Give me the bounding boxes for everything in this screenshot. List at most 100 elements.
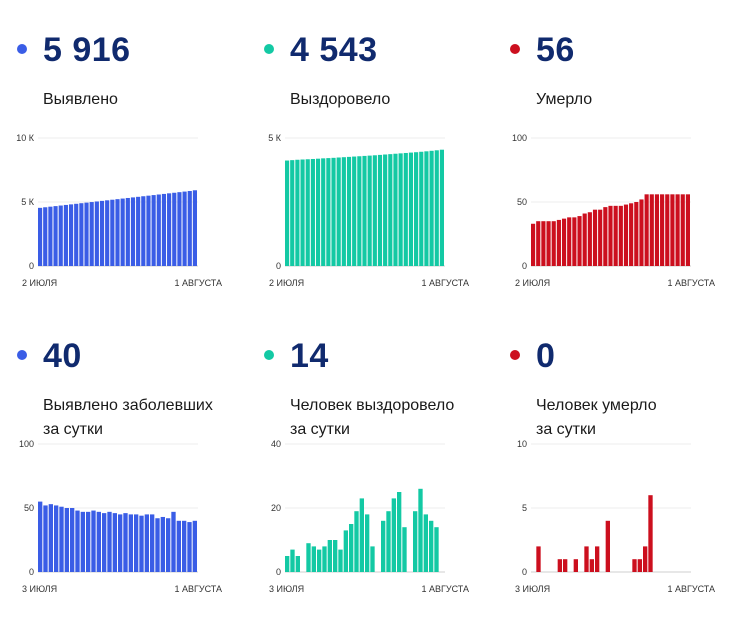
bar [134, 514, 139, 572]
bar [592, 209, 598, 266]
bar [107, 511, 112, 572]
bar [43, 207, 48, 266]
y-tick-label: 5 [522, 503, 527, 513]
bar [305, 159, 310, 266]
bar [556, 219, 561, 266]
bar [192, 520, 197, 572]
y-tick-label: 10 К [16, 133, 35, 143]
y-tick-label: 0 [276, 567, 281, 577]
bar [59, 506, 64, 572]
bar [326, 158, 331, 266]
bar [536, 546, 541, 572]
y-tick-label: 0 [276, 261, 281, 271]
bar [629, 203, 634, 266]
bar [43, 505, 48, 572]
bar [595, 546, 600, 572]
bar [144, 514, 149, 572]
bar [587, 212, 592, 266]
y-tick-label: 0 [522, 567, 527, 577]
bar [130, 197, 136, 266]
stat-label-line-1: Человек выздоровело [290, 397, 455, 414]
stat-label: Умерло [536, 88, 729, 112]
y-tick-label: 10 [517, 439, 527, 449]
stat-label-line-1: Выявлено [43, 91, 118, 108]
bar [151, 195, 156, 266]
bar [322, 546, 327, 572]
bar [58, 205, 63, 266]
y-tick-label: 5 К [21, 197, 35, 207]
bar [310, 158, 315, 266]
bar [63, 204, 68, 266]
bar [75, 510, 80, 572]
bar [86, 511, 91, 572]
bar [139, 515, 144, 572]
bar [419, 151, 424, 266]
bar [589, 559, 594, 572]
bar [357, 156, 362, 266]
bar [155, 518, 160, 572]
bar [171, 511, 176, 572]
x-start-label: 3 ИЮЛЯ [515, 584, 550, 594]
bar [362, 155, 367, 266]
bar [370, 546, 375, 572]
bar [290, 549, 295, 572]
bar [177, 192, 182, 266]
bar [644, 194, 649, 266]
bar [541, 221, 546, 266]
panel-detected-daily: 40 Выявлено заболевших за сутки 100 50 0 3 И… [0, 306, 240, 606]
bar [70, 508, 75, 572]
bar [120, 198, 125, 266]
bar [156, 194, 161, 266]
bar [577, 216, 582, 266]
stat-value: 56 [536, 31, 575, 69]
stat-label: Выявлено заболевших за сутки [43, 394, 243, 442]
bar [38, 207, 43, 266]
y-tick-label: 100 [19, 439, 34, 449]
bar [623, 204, 629, 266]
bar [670, 194, 675, 266]
stat-label: Человек умерло за сутки [536, 394, 729, 442]
bar [160, 516, 165, 572]
bar [403, 152, 408, 266]
chart-recovered-daily: 40 20 0 3 ИЮЛЯ 1 АВГУСТА [269, 439, 469, 594]
chart-recovered: 5 К 0 2 ИЮЛЯ 1 АВГУСТА [268, 133, 469, 288]
bar [295, 556, 300, 572]
y-tick-label: 100 [512, 133, 527, 143]
stat-label: Выздоровело [290, 88, 490, 112]
y-tick-label: 20 [271, 503, 281, 513]
chart-died-daily: 10 5 0 3 ИЮЛЯ 1 АВГУСТА [515, 439, 715, 594]
bar [176, 520, 181, 572]
y-tick-label: 0 [522, 261, 527, 271]
bar [300, 159, 305, 266]
bar [414, 152, 419, 266]
bar [618, 205, 623, 266]
bar [424, 151, 429, 266]
stat-value: 40 [43, 337, 82, 375]
bar [381, 520, 386, 572]
bar [331, 157, 336, 266]
y-tick-label: 40 [271, 439, 281, 449]
chart-detected: 10 К 5 К 0 2 ИЮЛЯ 1 АВГУСТА [16, 133, 222, 288]
bar [136, 196, 141, 266]
bar [315, 158, 321, 266]
stat-label-line-1: Выздоровело [290, 91, 391, 108]
bar [84, 202, 89, 266]
bar [150, 514, 155, 572]
y-tick-label: 50 [24, 503, 34, 513]
bar [125, 197, 130, 266]
bar [359, 498, 364, 572]
stat-value: 5 916 [43, 31, 131, 69]
bar [187, 522, 192, 572]
bar [398, 153, 403, 266]
chart-died: 100 50 0 2 ИЮЛЯ 1 АВГУСТА [512, 133, 715, 288]
stat-label: Выявлено [43, 88, 243, 112]
bar [573, 559, 578, 572]
bar [563, 559, 568, 572]
stat-label-line-2: за сутки [43, 421, 103, 438]
bar [605, 520, 610, 572]
bar [146, 195, 151, 266]
bar [141, 196, 146, 266]
chart-detected-daily: 100 50 0 3 ИЮЛЯ 1 АВГУСТА [19, 439, 222, 594]
stat-value: 4 543 [290, 31, 378, 69]
panel-recovered: 4 543 Выздоровело 5 К 0 2 ИЮЛЯ 1 АВГУСТА [247, 0, 487, 300]
